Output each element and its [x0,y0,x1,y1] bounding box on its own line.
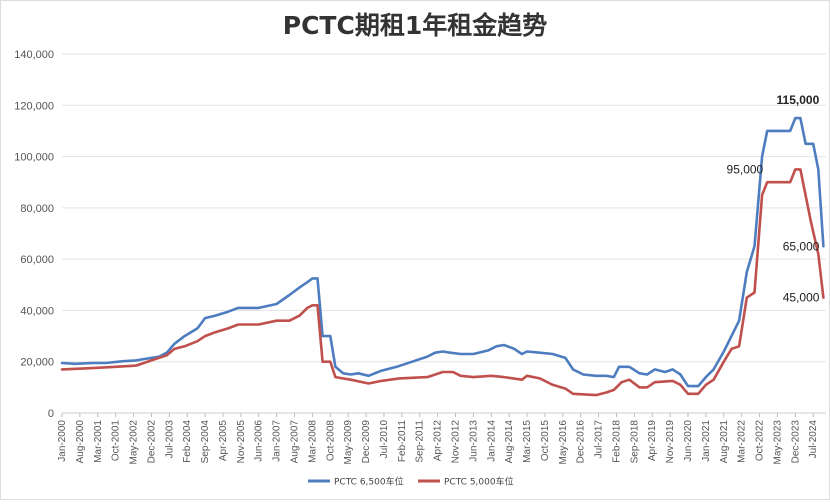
chart-title: PCTC期租1年租金趋势 [283,11,547,40]
y-tick-label: 20,000 [20,357,54,369]
x-tick-label: May-2016 [558,420,569,465]
x-tick-label: Feb-2018 [611,420,622,463]
x-tick-label: Jun-2013 [468,420,479,462]
x-tick-label: Apr-2005 [218,420,229,462]
x-tick-label: Oct-2015 [540,420,551,462]
annotations: 115,000 95,000 65,000 45,000 [727,93,820,305]
x-tick-label: Feb-2011 [397,420,408,463]
series-line [60,116,825,388]
x-tick-label: Jun-2020 [683,420,694,462]
y-axis-ticks: 0 20,000 40,000 60,000 80,000 100,000 120,000 1… [14,49,54,420]
y-tick-label: 40,000 [20,305,54,317]
x-tick-label: Aug-2000 [75,420,86,464]
x-tick-label: Jan-2007 [272,420,283,462]
x-tick-label: Aug-2014 [504,420,515,464]
series-lines [60,116,825,397]
x-tick-label: Jun-2006 [254,420,265,462]
x-tick-label: Oct-2001 [111,420,122,462]
y-tick-label: 0 [48,408,54,420]
x-tick-label: Jul-2024 [808,420,819,459]
y-tick-label: 100,000 [14,152,54,164]
x-tick-label: Feb-2004 [182,420,193,463]
x-tick-label: Oct-2008 [325,420,336,462]
series-line [60,168,825,397]
x-tick-label: Sep-2018 [629,420,640,464]
x-tick-label: May-2002 [129,420,140,465]
x-tick-label: Dec-2009 [361,420,372,464]
x-tick-label: Jul-2010 [379,420,390,459]
legend: PCTC 6,500车位 PCTC 5,000车位 [308,476,514,488]
x-tick-label: Jan-2000 [57,420,68,462]
x-tick-label: Jul-2017 [594,420,605,459]
x-tick-label: Dec-2016 [576,420,587,464]
x-tick-label: May-2023 [772,420,783,465]
x-tick-label: Jan-2014 [486,420,497,462]
x-tick-label: Apr-2019 [647,420,658,462]
x-tick-label: Mar-2015 [522,420,533,463]
x-tick-label: Sep-2004 [200,420,211,464]
data-label: 65,000 [783,239,820,253]
x-tick-label: Aug-2007 [290,420,301,464]
x-tick-label: Dec-2002 [146,420,157,464]
grid-lines [62,53,826,414]
data-label: 45,000 [783,291,820,305]
x-tick-label: May-2009 [343,420,354,465]
x-tick-label: Jan-2021 [701,420,712,462]
y-tick-label: 60,000 [20,254,54,266]
x-tick-label: Mar-2001 [93,420,104,463]
y-tick-label: 140,000 [14,49,54,61]
data-label: 115,000 [777,93,820,107]
x-axis-ticks: Jan-2000 Aug-2000 Mar-2001 Oct-2001 May-2002… [57,413,819,464]
x-tick-label: Apr-2012 [433,420,444,462]
x-tick-label: Oct-2022 [755,420,766,462]
x-tick-label: Aug-2021 [719,420,730,464]
y-tick-label: 80,000 [20,203,54,215]
x-tick-label: Nov-2019 [665,420,676,464]
y-tick-label: 120,000 [14,100,54,112]
x-tick-label: Sep-2011 [415,420,426,463]
legend-label: PCTC 5,000车位 [444,476,514,488]
data-label: 95,000 [727,162,764,176]
legend-label: PCTC 6,500车位 [334,476,404,488]
x-tick-label: Jul-2003 [164,420,175,459]
x-tick-label: Mar-2008 [307,420,318,463]
x-tick-label: Mar-2022 [737,420,748,463]
x-tick-label: Nov-2005 [236,420,247,464]
x-tick-label: Dec-2023 [790,420,801,464]
x-tick-label: Nov-2012 [450,420,461,464]
